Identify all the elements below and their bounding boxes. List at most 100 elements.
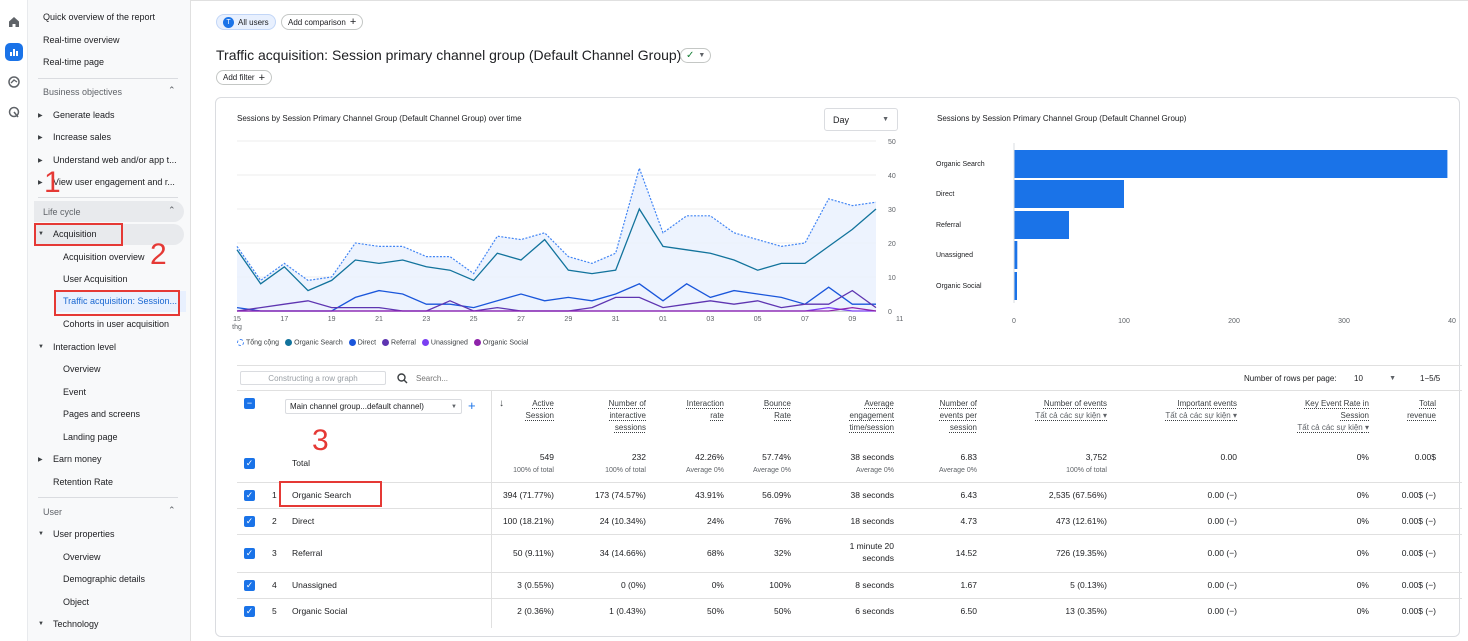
column-header[interactable]: Number of events Tất cả các sự kiện ▾ [1035, 398, 1107, 422]
expand-arrow-icon[interactable]: ▶ [38, 457, 43, 463]
expand-arrow-icon[interactable]: ▶ [38, 113, 43, 119]
rows-per-page-select[interactable]: 10 ▼ [1354, 370, 1396, 386]
table-cell: 24% [706, 516, 724, 526]
sidebar-item-traffic-acquisition[interactable]: Traffic acquisition: Session... [63, 296, 178, 306]
chevron-up-icon[interactable]: ⌃ [168, 205, 176, 215]
y-tick-label: 0 [888, 309, 892, 316]
divider [38, 78, 178, 79]
column-header-line: revenue [1407, 411, 1436, 420]
channel-name[interactable]: Direct [292, 516, 315, 526]
collapse-arrow-icon[interactable]: ▼ [38, 621, 44, 627]
table-search[interactable] [397, 370, 497, 386]
granularity-select[interactable]: Day ▼ [824, 108, 898, 131]
sidebar-item-landing-page[interactable]: Landing page [63, 432, 118, 442]
channel-name[interactable]: Unassigned [292, 580, 337, 590]
channel-name[interactable]: Organic Search [292, 490, 352, 500]
segment-chip-all-users[interactable]: T All users [216, 14, 276, 30]
row-checkbox[interactable]: ✓ [244, 580, 255, 591]
sort-arrow-icon[interactable]: ↓ [499, 398, 504, 409]
dimension-select[interactable]: Main channel group...default channel) ▼ [285, 399, 462, 414]
sidebar-item-pages-screens[interactable]: Pages and screens [63, 409, 141, 419]
table-row[interactable] [237, 572, 1462, 598]
sidebar-item-quick-overview[interactable]: Quick overview of the report [43, 12, 156, 22]
sidebar-item-technology[interactable]: Technology [53, 619, 99, 629]
collapse-arrow-icon[interactable]: ▼ [38, 231, 44, 237]
annotation-number: 1 [44, 166, 61, 199]
x-tick-label: 25 [470, 316, 478, 323]
sidebar-item-earn-money[interactable]: Earn money [53, 454, 102, 464]
expand-arrow-icon[interactable]: ▶ [38, 135, 43, 141]
sidebar-item-generate-leads[interactable]: Generate leads [53, 110, 115, 120]
sidebar-item-acquisition-overview[interactable]: Acquisition overview [63, 252, 145, 262]
advertising-icon[interactable] [5, 103, 23, 121]
add-filter-button[interactable]: Add filter + [216, 70, 273, 85]
table-row[interactable] [237, 482, 1462, 508]
sidebar-item-demographic[interactable]: Demographic details [63, 574, 146, 584]
table-row[interactable] [237, 598, 1462, 624]
collapse-arrow-icon[interactable]: ▼ [38, 531, 44, 537]
expand-arrow-icon[interactable]: ▶ [38, 158, 43, 164]
row-checkbox[interactable]: ✓ [244, 516, 255, 527]
add-comparison-button[interactable]: Add comparison + [281, 14, 364, 30]
search-input[interactable] [416, 373, 496, 383]
sidebar-item-realtime-page[interactable]: Real-time page [43, 57, 105, 67]
sidebar-item-interaction-level[interactable]: Interaction level [53, 342, 117, 352]
column-header[interactable]: Key Event Rate in Session Tất cả các sự ki… [1297, 398, 1369, 434]
table-cell: 24 (10.34%) [599, 516, 646, 526]
sidebar-item-overview[interactable]: Overview [63, 364, 101, 374]
section-business-objectives[interactable]: Business objectives [43, 87, 123, 97]
total-value: 3,752 [1085, 452, 1107, 462]
sidebar-item-user-properties[interactable]: User properties [53, 529, 115, 539]
chevron-up-icon[interactable]: ⌃ [168, 85, 176, 95]
sidebar-item-user-overview[interactable]: Overview [63, 552, 101, 562]
status-chip[interactable]: ✓ ▼ [680, 48, 712, 63]
annotation-box [279, 481, 382, 507]
column-header[interactable]: Number of events per session [940, 398, 977, 434]
sidebar-item-retention[interactable]: Retention Rate [53, 477, 114, 487]
add-dimension-icon[interactable]: + [468, 398, 476, 413]
legend-swatch [348, 339, 356, 346]
home-icon[interactable] [5, 13, 23, 31]
column-header[interactable]: Number of interactive sessions [609, 398, 646, 434]
row-checkbox[interactable]: ✓ [244, 490, 255, 501]
section-life-cycle[interactable]: Life cycle [43, 207, 81, 217]
plus-icon: + [349, 16, 357, 28]
channel-name[interactable]: Organic Social [292, 606, 348, 616]
nav-rail [0, 0, 28, 641]
sidebar-item-user-acquisition[interactable]: User Acquisition [63, 274, 128, 284]
sidebar-item-user-engagement[interactable]: View user engagement and r... [53, 177, 175, 187]
chevron-up-icon[interactable]: ⌃ [168, 505, 176, 515]
column-header[interactable]: Average engagement time/session [850, 398, 894, 434]
sidebar-item-cohorts[interactable]: Cohorts in user acquisition [63, 319, 170, 329]
collapse-arrow-icon[interactable]: ▼ [38, 344, 44, 350]
total-subtext: Average 0% [752, 467, 791, 474]
table-cell: 68% [706, 548, 724, 558]
column-header[interactable]: Bounce Rate [764, 398, 791, 422]
column-header[interactable]: Total revenue [1407, 398, 1436, 422]
sidebar-item-increase-sales[interactable]: Increase sales [53, 132, 112, 142]
sidebar-item-event[interactable]: Event [63, 387, 87, 397]
event-filter-select[interactable]: Tất cả các sự kiện ▾ [1165, 410, 1237, 422]
event-filter-select[interactable]: Tất cả các sự kiện ▾ [1035, 410, 1107, 422]
section-user[interactable]: User [43, 507, 63, 517]
sidebar-item-object[interactable]: Object [63, 597, 90, 607]
expand-arrow-icon[interactable]: ▶ [38, 180, 43, 186]
channel-name[interactable]: Referral [292, 548, 323, 558]
row-checkbox[interactable]: ✓ [244, 606, 255, 617]
column-header[interactable]: Important events Tất cả các sự kiện ▾ [1165, 398, 1237, 422]
sidebar-item-understand-web[interactable]: Understand web and/or app t... [53, 155, 177, 165]
column-header[interactable]: Interaction rate [687, 398, 724, 422]
column-header[interactable]: Active Session [526, 398, 554, 422]
table-cell: 32% [773, 548, 791, 558]
select-all-checkbox[interactable]: − [244, 398, 255, 409]
row-checkbox[interactable]: ✓ [244, 548, 255, 559]
x-tick-label: 31 [612, 316, 620, 323]
table-row[interactable] [237, 508, 1462, 534]
sidebar-item-acquisition[interactable]: Acquisition [53, 229, 97, 239]
explore-icon[interactable] [5, 73, 23, 91]
reports-icon[interactable] [5, 43, 23, 61]
sidebar-item-realtime-overview[interactable]: Real-time overview [43, 35, 120, 45]
row-graph-button[interactable]: Constructing a row graph [240, 371, 386, 385]
total-checkbox[interactable]: ✓ [244, 458, 255, 469]
event-filter-select[interactable]: Tất cả các sự kiện ▾ [1297, 422, 1369, 434]
